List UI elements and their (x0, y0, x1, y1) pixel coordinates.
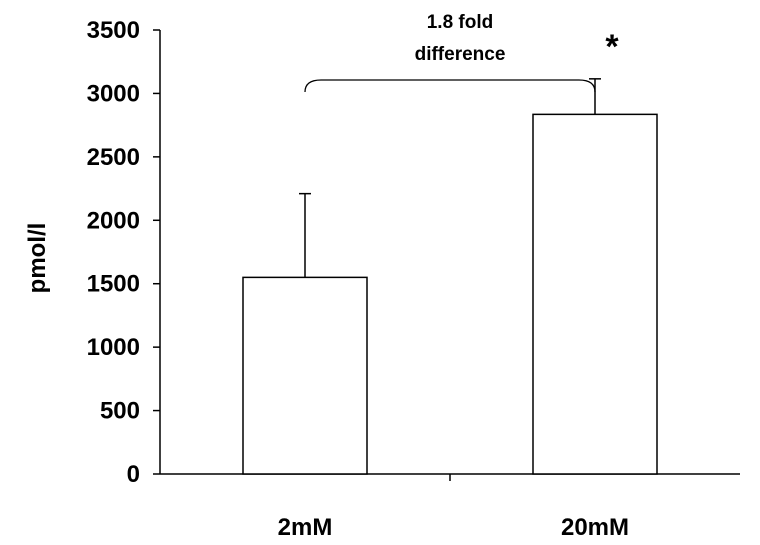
bracket-label-line1: 1.8 fold (427, 12, 494, 33)
y-axis-label: pmol/l (24, 223, 51, 294)
y-tick-label: 1000 (87, 334, 140, 361)
significance-star: * (605, 28, 619, 66)
bars (242, 113, 658, 475)
y-tick-label: 0 (127, 461, 140, 488)
bar-2mM (242, 276, 368, 475)
x-tick-label: 2mM (278, 514, 333, 541)
comparison-bracket (304, 79, 596, 93)
y-axis: 0 500 1000 1500 2000 2500 3000 3500 (87, 17, 161, 488)
annotations: 1.8 fold difference * (304, 12, 619, 93)
y-tick-label: 3500 (87, 17, 140, 44)
x-axis: 2mM 20mM (160, 473, 740, 541)
y-tick-label: 2000 (87, 207, 140, 234)
y-tick-label: 500 (100, 398, 140, 425)
y-tick-label: 3000 (87, 80, 140, 107)
error-bars (299, 78, 601, 278)
y-tick-label: 1500 (87, 271, 140, 298)
bar-20mM (532, 113, 658, 475)
bracket-label-line2: difference (415, 44, 506, 65)
x-tick-label: 20mM (561, 514, 629, 541)
y-tick-label: 2500 (87, 144, 140, 171)
